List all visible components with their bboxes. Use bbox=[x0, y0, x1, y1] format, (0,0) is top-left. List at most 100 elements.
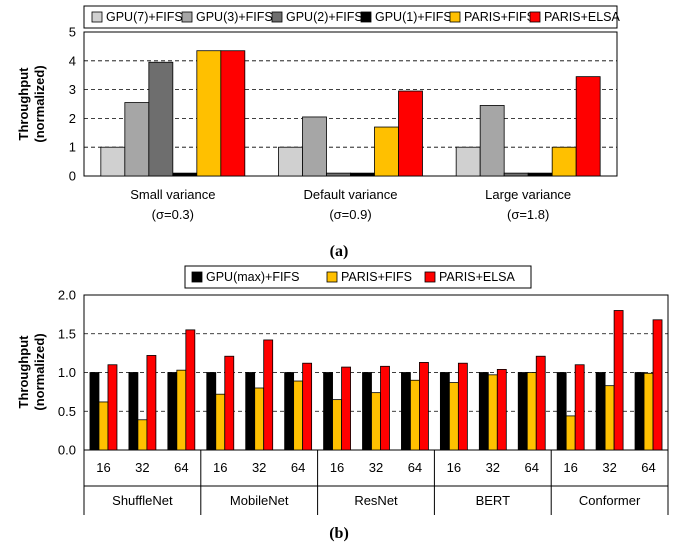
y-tick-label: 3 bbox=[69, 82, 76, 97]
bar bbox=[245, 372, 256, 451]
bar bbox=[220, 50, 246, 177]
batch-label: 16 bbox=[330, 460, 344, 475]
batch-label: 32 bbox=[369, 460, 383, 475]
y-axis-label-line: Throughput bbox=[16, 67, 31, 141]
bar bbox=[215, 393, 226, 451]
bar bbox=[604, 385, 615, 451]
caption-b: (b) bbox=[329, 525, 349, 542]
bar bbox=[167, 372, 178, 451]
bar bbox=[574, 364, 585, 451]
y-tick-label: 2.0 bbox=[58, 288, 76, 303]
legend-label: PARIS+ELSA bbox=[439, 270, 516, 284]
bar bbox=[634, 372, 645, 451]
batch-label: 32 bbox=[602, 460, 616, 475]
bar bbox=[535, 355, 546, 451]
bar bbox=[496, 368, 507, 451]
bar bbox=[100, 146, 126, 177]
batch-label: 64 bbox=[641, 460, 655, 475]
batch-label: 32 bbox=[252, 460, 266, 475]
batch-label: 16 bbox=[213, 460, 227, 475]
legend-swatch bbox=[360, 11, 372, 23]
bar bbox=[176, 369, 187, 451]
bar bbox=[595, 372, 606, 451]
bar bbox=[124, 102, 150, 177]
category-sublabel: (σ=0.9) bbox=[329, 207, 371, 222]
bar bbox=[478, 372, 489, 451]
y-tick-label: 1.5 bbox=[58, 326, 76, 341]
bar bbox=[254, 387, 265, 451]
legend-label: PARIS+ELSA bbox=[544, 10, 621, 24]
bar bbox=[419, 362, 429, 451]
chart-a: GPU(7)+FIFS GPU(3)+FIFS GPU(2)+FIFS GPU(1)+… bbox=[16, 5, 621, 222]
legend: GPU(7)+FIFS GPU(3)+FIFS GPU(2)+FIFS GPU(1)+… bbox=[83, 5, 621, 29]
y-axis-label-line: (normalized) bbox=[32, 65, 47, 142]
batch-label: 64 bbox=[524, 460, 538, 475]
legend-label: GPU(7)+FIFS bbox=[106, 10, 183, 24]
bar bbox=[172, 172, 198, 177]
bar bbox=[503, 172, 529, 177]
y-tick-label: 2 bbox=[69, 111, 76, 126]
bar bbox=[107, 364, 118, 451]
category-label: Small variance bbox=[130, 187, 215, 202]
bar bbox=[302, 362, 313, 451]
bar bbox=[565, 415, 576, 451]
y-tick-label: 1 bbox=[69, 140, 76, 155]
bar bbox=[448, 382, 459, 451]
bar bbox=[185, 329, 196, 451]
bar bbox=[284, 372, 295, 451]
legend-swatch bbox=[326, 271, 338, 283]
batch-label: 64 bbox=[408, 460, 422, 475]
category-label: Default variance bbox=[304, 187, 398, 202]
y-axis-label: Throughput(normalized) bbox=[16, 333, 47, 410]
legend-label: PARIS+FIFS bbox=[464, 10, 535, 24]
bar bbox=[137, 419, 148, 451]
bar bbox=[455, 146, 481, 177]
bar bbox=[398, 90, 423, 177]
bar bbox=[487, 374, 498, 451]
legend-label: GPU(1)+FIFS bbox=[375, 10, 452, 24]
bar bbox=[526, 372, 537, 451]
category-sublabel: (σ=1.8) bbox=[507, 207, 549, 222]
bar bbox=[278, 146, 303, 177]
legend-swatch bbox=[424, 271, 436, 283]
batch-label: 16 bbox=[563, 460, 577, 475]
legend-swatch bbox=[271, 11, 283, 23]
bar bbox=[371, 392, 381, 451]
legend-label: GPU(max)+FIFS bbox=[206, 270, 299, 284]
bar bbox=[302, 116, 327, 177]
legend-swatch bbox=[529, 11, 541, 23]
bar bbox=[146, 355, 157, 451]
bar bbox=[410, 379, 420, 451]
group-label: Conformer bbox=[579, 493, 641, 508]
bar bbox=[293, 380, 304, 451]
bar bbox=[401, 372, 411, 451]
bar bbox=[263, 339, 274, 451]
y-axis-label-line: Throughput bbox=[16, 335, 31, 409]
legend-swatch bbox=[91, 11, 103, 23]
bar bbox=[350, 172, 375, 177]
batch-label: 64 bbox=[174, 460, 188, 475]
bar bbox=[323, 372, 333, 451]
bar bbox=[652, 319, 663, 451]
bar bbox=[643, 372, 654, 451]
batch-label: 32 bbox=[486, 460, 500, 475]
y-tick-label: 0.0 bbox=[58, 443, 76, 458]
bar bbox=[575, 76, 601, 177]
y-tick-label: 5 bbox=[69, 25, 76, 40]
chart-b: GPU(max)+FIFS PARIS+FIFS PARIS+ELSA 0.0 0.5 1… bbox=[16, 265, 669, 515]
bar bbox=[613, 310, 624, 451]
legend: GPU(max)+FIFS PARIS+FIFS PARIS+ELSA bbox=[184, 265, 532, 289]
category-sublabel: (σ=0.3) bbox=[152, 207, 194, 222]
batch-label: 16 bbox=[96, 460, 110, 475]
bar bbox=[206, 372, 217, 451]
bar bbox=[527, 172, 553, 177]
legend-swatch bbox=[181, 11, 193, 23]
batch-label: 16 bbox=[447, 460, 461, 475]
legend-swatch bbox=[449, 11, 461, 23]
group-label: BERT bbox=[476, 493, 510, 508]
y-tick-label: 4 bbox=[69, 53, 76, 68]
bar bbox=[326, 172, 351, 177]
y-tick-label: 1.0 bbox=[58, 365, 76, 380]
bar bbox=[457, 362, 468, 451]
